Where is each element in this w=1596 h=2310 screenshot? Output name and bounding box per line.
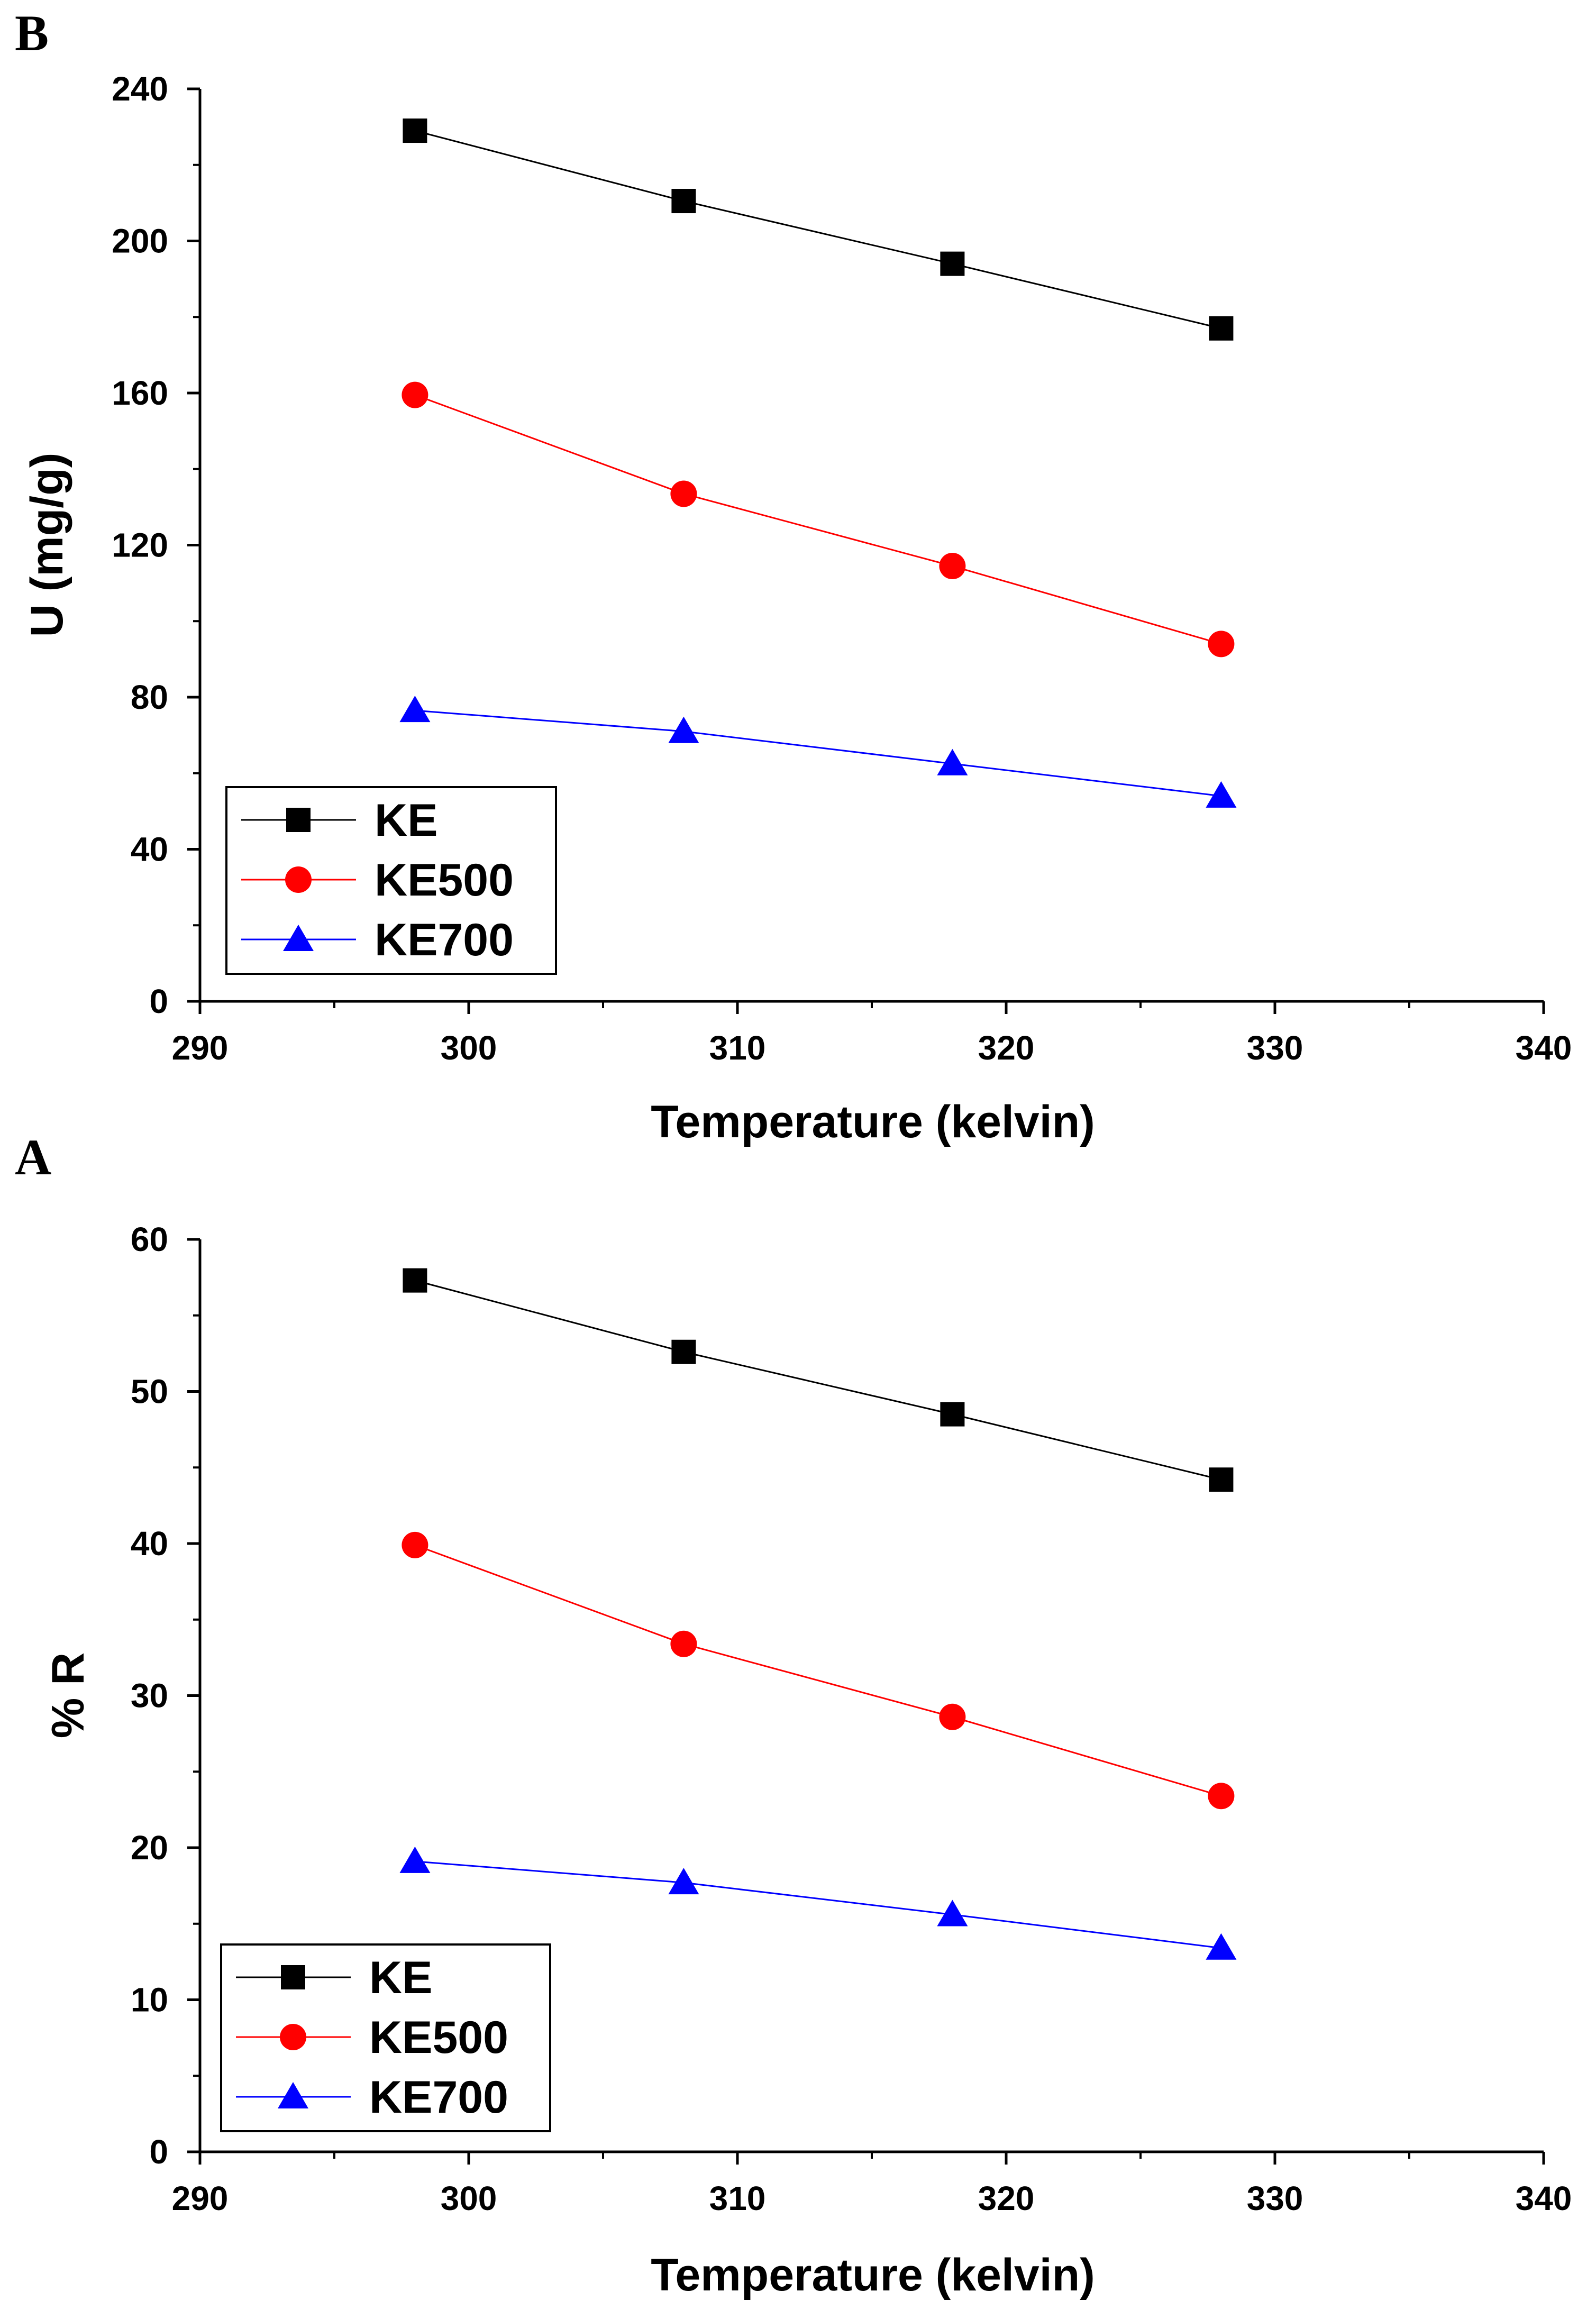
legend-label-ke500: KE500	[369, 2012, 508, 2063]
x-tick-label: 320	[978, 1029, 1035, 1067]
data-point-ke	[671, 1339, 696, 1364]
data-point-ke500	[1208, 631, 1235, 658]
data-point-ke500	[402, 381, 428, 408]
y-tick-label: 40	[131, 1524, 168, 1563]
legend-label-ke700: KE700	[369, 2072, 508, 2123]
legend-marker-ke700	[283, 925, 314, 951]
x-tick-label: 290	[172, 2179, 229, 2217]
data-point-ke	[403, 118, 427, 143]
legend-marker-ke	[281, 1965, 305, 1989]
data-point-ke700	[1206, 781, 1237, 808]
y-tick-label: 50	[131, 1373, 168, 1411]
x-tick-label: 300	[441, 2179, 497, 2217]
data-point-ke700	[668, 1868, 699, 1895]
data-point-ke700	[937, 1900, 968, 1926]
y-tick-label: 200	[112, 222, 168, 260]
data-point-ke	[940, 251, 965, 276]
y-axis-title: % R	[43, 1652, 94, 1738]
y-tick-label: 40	[131, 830, 168, 869]
x-tick-label: 290	[172, 1029, 229, 1067]
x-tick-label: 340	[1516, 2179, 1572, 2217]
data-point-ke700	[937, 748, 968, 775]
data-point-ke	[1209, 316, 1234, 341]
y-tick-label: 160	[112, 374, 168, 412]
x-tick-label: 340	[1516, 1029, 1572, 1067]
x-axis-title: Temperature (kelvin)	[651, 1097, 1095, 1147]
panel-letter: A	[15, 1129, 51, 1185]
y-tick-label: 30	[131, 1677, 168, 1715]
x-tick-label: 310	[709, 1029, 766, 1067]
legend-label-ke500: KE500	[375, 855, 514, 906]
y-tick-label: 240	[112, 70, 168, 108]
chart-panel-a: A 0 10 20 30 40 50 60 290 300 310 320 330 340 Temperat…	[15, 1129, 1572, 2300]
panel-letter: B	[15, 5, 49, 61]
legend-marker-ke	[286, 808, 311, 832]
data-point-ke700	[399, 1846, 431, 1873]
y-tick-label: 20	[131, 1829, 168, 1867]
series-line-ke	[415, 1280, 1221, 1481]
y-tick-label: 10	[131, 1981, 168, 2019]
legend-marker-ke500	[285, 866, 312, 893]
legend-label-ke: KE	[369, 1952, 432, 2003]
data-point-ke500	[670, 1630, 697, 1657]
y-tick-label: 0	[149, 2133, 168, 2171]
series-line-ke	[415, 130, 1221, 330]
legend-label-ke: KE	[375, 795, 437, 846]
legend-label-ke700: KE700	[375, 915, 514, 965]
y-tick-label: 0	[149, 982, 168, 1020]
data-point-ke	[940, 1402, 965, 1427]
x-tick-label: 310	[709, 2179, 766, 2217]
x-tick-label: 330	[1247, 1029, 1303, 1067]
data-point-ke700	[668, 716, 699, 743]
data-point-ke500	[670, 480, 697, 507]
data-point-ke700	[399, 696, 431, 723]
series-line-ke700	[415, 709, 1221, 797]
data-point-ke500	[402, 1531, 428, 1558]
x-tick-label: 320	[978, 2179, 1035, 2217]
data-point-ke500	[939, 1703, 966, 1730]
data-point-ke700	[1206, 1933, 1237, 1960]
series-line-ke700	[415, 1860, 1221, 1949]
y-tick-label: 80	[131, 678, 168, 716]
y-axis-title: U (mg/g)	[22, 453, 72, 637]
series-line-ke500	[414, 394, 1221, 645]
legend-marker-ke700	[278, 2082, 308, 2108]
data-point-ke	[671, 189, 696, 214]
series-line-ke500	[414, 1544, 1221, 1797]
data-point-ke	[403, 1268, 427, 1293]
data-point-ke500	[1208, 1783, 1235, 1810]
chart-panel-b: B 0 40 80 120 160 200 240 290 300 310 320 330 340 Temp…	[15, 5, 1572, 1147]
data-point-ke	[1209, 1467, 1234, 1492]
legend-marker-ke500	[280, 2024, 306, 2050]
y-tick-label: 120	[112, 526, 168, 564]
x-tick-label: 300	[441, 1029, 497, 1067]
data-point-ke500	[939, 553, 966, 580]
y-tick-label: 60	[131, 1220, 168, 1258]
x-axis-title: Temperature (kelvin)	[651, 2250, 1095, 2300]
x-tick-label: 330	[1247, 2179, 1303, 2217]
